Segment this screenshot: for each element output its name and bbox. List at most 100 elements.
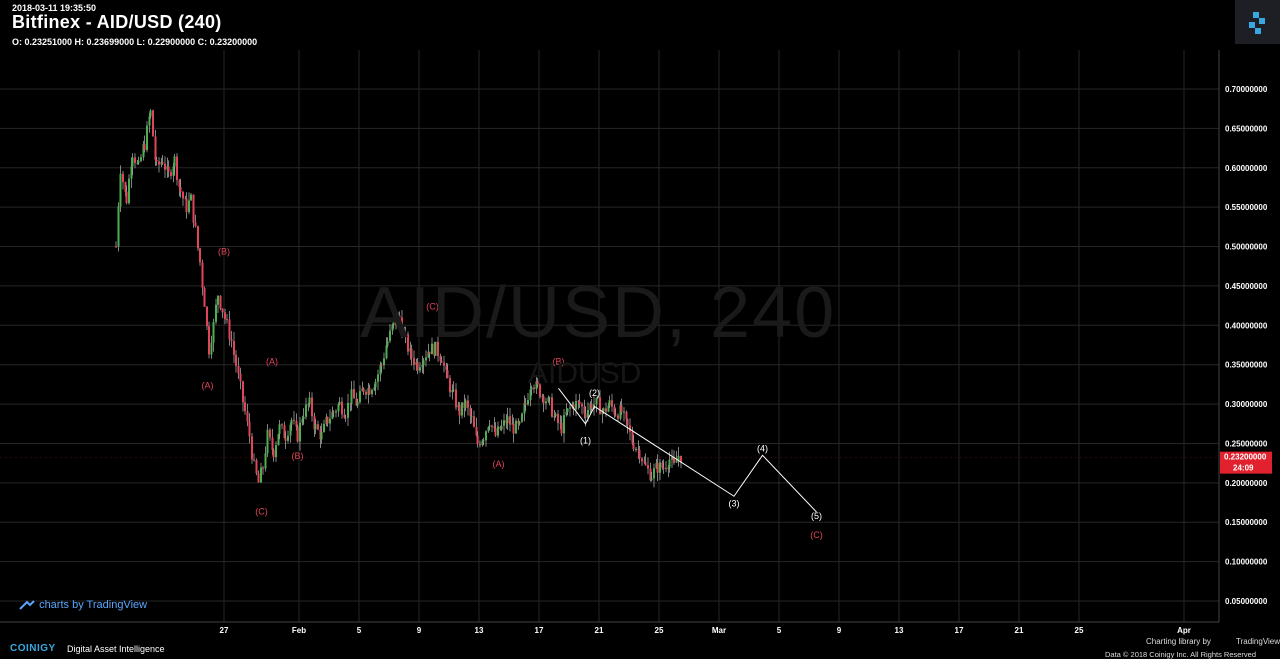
candle-body — [184, 198, 187, 200]
candle-body — [301, 419, 304, 423]
candle-body — [176, 156, 179, 181]
candle-body — [623, 411, 626, 413]
candle-body — [277, 434, 280, 446]
last-price-value: 0.23200000 — [1224, 453, 1267, 462]
candle-body — [437, 341, 440, 357]
candle-body — [614, 414, 617, 416]
candle-body — [293, 419, 296, 421]
candle-body — [374, 381, 377, 388]
candle-body — [154, 136, 157, 160]
candle-body — [395, 321, 398, 326]
candle-body — [458, 405, 461, 416]
candle-body — [575, 401, 578, 410]
candle-body — [323, 423, 326, 432]
candle-body — [335, 411, 338, 413]
x-tick-label: 27 — [220, 626, 229, 635]
candle-body — [547, 397, 550, 402]
candle-body — [491, 425, 494, 427]
candle-body — [302, 416, 305, 420]
candle-body — [226, 319, 228, 321]
candle-body — [128, 178, 131, 204]
y-tick-label: 0.40000000 — [1225, 321, 1268, 330]
candle-body — [307, 404, 310, 406]
candle-body — [443, 362, 446, 366]
candle-body — [320, 431, 323, 440]
candle-body — [299, 422, 302, 442]
candle-body — [192, 194, 195, 223]
candle-body — [167, 166, 170, 173]
candle-body — [117, 206, 120, 247]
y-tick-label: 0.05000000 — [1225, 597, 1268, 606]
candle-body — [493, 426, 496, 429]
candle-body — [625, 411, 628, 420]
coinigy-logo-button[interactable] — [1235, 0, 1280, 44]
candle-body — [389, 330, 392, 342]
candle-body — [283, 425, 286, 439]
candle-body — [136, 162, 139, 164]
candle-body — [194, 222, 197, 227]
candle-body — [469, 407, 472, 417]
candle-body — [371, 390, 374, 395]
candle-body — [185, 198, 188, 213]
wave-labels: (A) (B) (C) (A) (B) (C) (A) (B) (C) (1) (2) (3) (4) (… — [202, 246, 823, 540]
candle-body — [539, 384, 542, 397]
charting-library-name[interactable]: TradingView — [1236, 637, 1280, 646]
wave-label: (C) — [255, 506, 268, 516]
candle-body — [284, 438, 287, 441]
candle-body — [451, 389, 454, 393]
candle-body — [637, 448, 640, 450]
wave-polyline — [558, 388, 817, 513]
candle-body — [158, 161, 161, 165]
candle-body — [210, 342, 213, 355]
wave-label: (A) — [493, 459, 505, 469]
candle-body — [584, 413, 587, 418]
x-tick-label: 21 — [1015, 626, 1024, 635]
candle-body — [290, 419, 293, 425]
candle-body — [563, 415, 566, 434]
candle-body — [329, 418, 332, 424]
candle-body — [271, 437, 274, 450]
candle-body — [368, 387, 371, 395]
candle-body — [572, 404, 575, 410]
candle-body — [461, 402, 464, 416]
candle-body — [536, 381, 539, 385]
candle-body — [253, 459, 255, 461]
candle-body — [487, 427, 490, 432]
candle-body — [631, 431, 634, 443]
candle-body — [278, 424, 281, 435]
candle-body — [419, 367, 422, 371]
candle-body — [431, 343, 434, 355]
candle-body — [515, 420, 518, 434]
candle-body — [671, 457, 674, 460]
candle-body — [583, 406, 586, 414]
candle-body — [650, 478, 653, 481]
coinigy-brand: COINIGY — [10, 643, 56, 654]
x-tick-label: 13 — [475, 626, 484, 635]
candle-body — [665, 468, 668, 470]
tradingview-credit-link[interactable]: charts by TradingView — [18, 599, 147, 611]
candle-body — [260, 467, 263, 483]
candle-body — [416, 362, 419, 371]
candle-body — [239, 373, 242, 382]
candle-body — [599, 397, 602, 415]
candle-body — [422, 360, 425, 366]
candle-body — [473, 416, 476, 428]
candle-body — [206, 306, 209, 327]
candle-body — [152, 110, 155, 137]
candle-body — [172, 166, 175, 176]
candle-body — [131, 157, 134, 167]
y-tick-label: 0.70000000 — [1225, 85, 1268, 94]
x-tick-label: Feb — [292, 626, 306, 635]
candle-body — [269, 429, 272, 438]
candle-body — [233, 341, 236, 355]
candle-body — [341, 401, 344, 415]
candle-body — [119, 173, 122, 207]
candle-body — [314, 424, 317, 430]
candle-body — [675, 460, 678, 463]
candle-body — [246, 411, 249, 422]
candle-body — [613, 406, 616, 415]
candle-body — [308, 397, 311, 405]
candle-body — [130, 166, 133, 179]
candle-body — [587, 410, 590, 418]
